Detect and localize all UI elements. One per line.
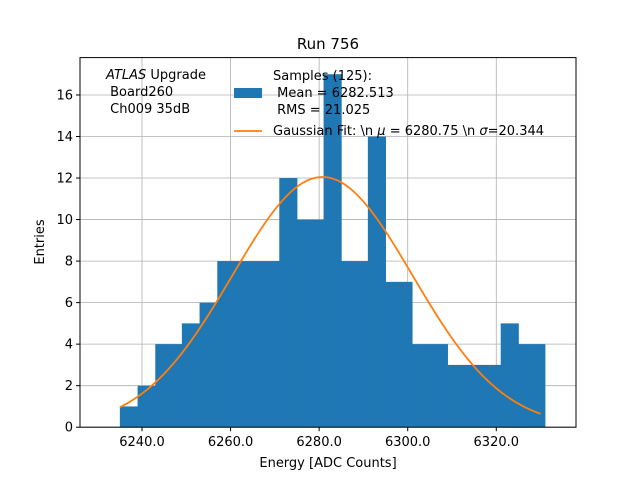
histogram-bar-45: [518, 344, 528, 428]
y-tick-label-0: 0: [65, 421, 73, 436]
annotation-line-2: Board260: [106, 85, 173, 100]
histogram-bar-13: [235, 261, 245, 428]
legend-hist-line-1: Samples (125):: [273, 69, 372, 84]
histogram-bar-41: [483, 364, 493, 428]
y-tick-label-2: 4: [65, 338, 73, 353]
histogram-bar-18: [279, 178, 289, 428]
atlas-text: ATLAS: [105, 68, 146, 83]
legend-fit-sigma-value: =20.344: [488, 124, 544, 139]
histogram-bar-46: [527, 344, 537, 428]
y-tick-label-6: 12: [56, 172, 73, 187]
y-tick-label-8: 16: [56, 88, 73, 103]
histogram-bar-2: [137, 385, 147, 428]
x-axis-label: Energy [ADC Counts]: [259, 456, 396, 471]
histogram-bar-5: [164, 344, 174, 428]
histogram-bar-16: [261, 261, 271, 428]
histogram-bar-26: [350, 261, 360, 428]
histogram-bar-28: [367, 136, 378, 428]
x-tick-label-1: 6260.0: [208, 435, 254, 450]
histogram-bar-21: [305, 219, 316, 428]
histogram-bar-39: [465, 364, 475, 428]
histogram-bar-35: [429, 344, 440, 428]
legend-hist-line-3: RMS = 21.025: [273, 103, 370, 118]
y-axis-label: Entries: [33, 219, 48, 265]
histogram-bar-0: [119, 406, 130, 428]
histogram-bar-1: [128, 406, 138, 428]
histogram-bar-30: [385, 281, 395, 428]
x-tick-label-3: 6300.0: [385, 435, 431, 450]
histogram-bar-27: [359, 261, 369, 428]
histogram-bar-12: [226, 261, 236, 428]
histogram-bar-29: [376, 136, 386, 428]
bars-layer: [119, 74, 546, 428]
x-tick-label-0: 6240.0: [119, 435, 165, 450]
x-tick-label-4: 6320.0: [474, 435, 520, 450]
histogram-bar-34: [421, 344, 431, 428]
legend: Samples (125): Mean = 6282.513 RMS = 21.…: [234, 69, 544, 139]
y-tick-label-3: 6: [65, 296, 73, 311]
histogram-bar-15: [252, 261, 262, 428]
gaussian-fit-line: [119, 176, 541, 415]
histogram-bar-22: [314, 219, 324, 428]
x-tick-label-2: 6280.0: [296, 435, 342, 450]
legend-fit-label: Gaussian Fit: \n μ = 6280.75 \n σ=20.344: [273, 124, 544, 139]
histogram-bar-44: [509, 323, 519, 428]
histogram-bar-3: [146, 385, 156, 428]
histogram-bar-23: [323, 74, 333, 428]
histogram-bar-19: [288, 178, 298, 428]
histogram-bar-14: [243, 261, 254, 428]
histogram-bar-8: [190, 323, 200, 428]
histogram-bar-7: [181, 323, 192, 428]
histogram-bar-17: [270, 261, 280, 428]
histogram-bar-42: [491, 364, 502, 428]
histogram-bar-33: [412, 344, 422, 428]
y-tick-label-7: 14: [56, 130, 73, 145]
histogram-bar-11: [217, 261, 227, 428]
y-tick-label-4: 8: [65, 255, 73, 270]
histogram-bar-6: [173, 344, 183, 428]
legend-fit-mu-value: = 6280.75 \n: [386, 124, 480, 139]
histogram-bar-10: [208, 302, 218, 428]
y-tick-label-5: 10: [56, 213, 73, 228]
plot-frame: [79, 57, 577, 428]
legend-hist-line-2: Mean = 6282.513: [273, 86, 394, 101]
histogram-bar-9: [199, 302, 209, 428]
histogram-bar-20: [297, 219, 307, 428]
upgrade-text: Upgrade: [146, 68, 206, 83]
legend-fit-mu-symbol: μ: [376, 124, 385, 139]
atlas-annotation: ATLAS Upgrade Board260 Ch009 35dB: [105, 68, 206, 117]
ticks-layer: 6240.0 6260.0 6280.0 6300.0 6320.0 0 2 4 6 8 10 12 1…: [56, 88, 519, 450]
histogram-bar-43: [500, 323, 510, 428]
y-tick-label-1: 2: [65, 379, 73, 394]
histogram-bar-4: [155, 344, 165, 428]
histogram-bar-31: [394, 281, 404, 428]
histogram-bar-25: [341, 261, 351, 428]
histogram-bar-37: [447, 364, 457, 428]
legend-fit-sigma-symbol: σ: [479, 124, 488, 139]
legend-fit-prefix: Gaussian Fit: \n: [273, 124, 377, 139]
histogram-bar-38: [456, 364, 466, 428]
histogram-bar-40: [474, 364, 484, 428]
annotation-line-1: ATLAS Upgrade: [105, 68, 206, 83]
annotation-line-3: Ch009 35dB: [106, 102, 190, 117]
histogram-bar-47: [536, 344, 546, 428]
fit-layer: [119, 176, 541, 415]
histogram-bar-36: [438, 344, 448, 428]
chart-title: Run 756: [297, 35, 359, 53]
histogram-bar-32: [403, 281, 413, 428]
legend-hist-swatch: [234, 88, 262, 98]
histogram-bar-24: [332, 74, 342, 428]
